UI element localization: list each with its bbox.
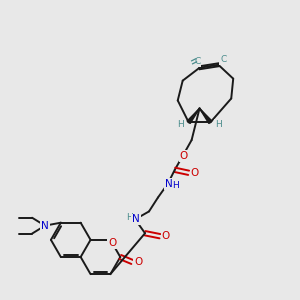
Text: H: H bbox=[215, 120, 222, 129]
Polygon shape bbox=[200, 108, 212, 124]
Text: C: C bbox=[194, 57, 201, 66]
Text: O: O bbox=[162, 231, 170, 241]
Text: H: H bbox=[172, 181, 179, 190]
Text: O: O bbox=[108, 238, 116, 248]
Text: N: N bbox=[132, 214, 140, 224]
Text: N: N bbox=[165, 179, 173, 189]
Text: H: H bbox=[177, 120, 184, 129]
Text: C: C bbox=[220, 55, 226, 64]
Text: N: N bbox=[41, 221, 49, 231]
Text: O: O bbox=[180, 151, 188, 161]
Text: H: H bbox=[126, 213, 133, 222]
Polygon shape bbox=[187, 108, 200, 124]
Text: O: O bbox=[134, 257, 142, 267]
Text: O: O bbox=[190, 168, 199, 178]
